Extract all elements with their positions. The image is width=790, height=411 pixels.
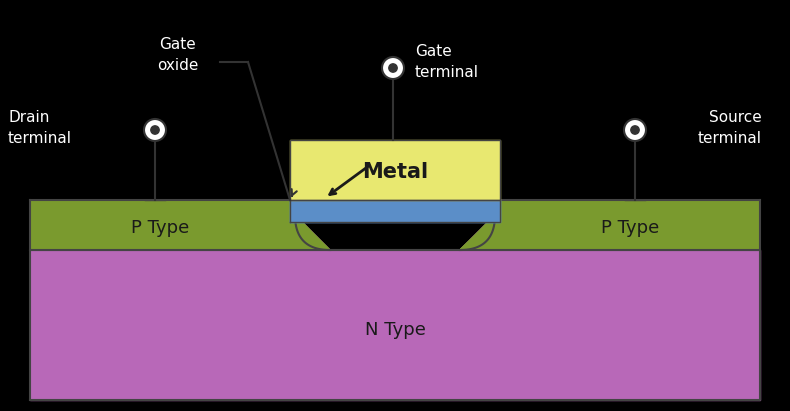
Polygon shape bbox=[295, 200, 495, 250]
Circle shape bbox=[389, 64, 397, 72]
Circle shape bbox=[382, 57, 404, 79]
Text: Source
terminal: Source terminal bbox=[698, 110, 762, 146]
Polygon shape bbox=[460, 200, 760, 250]
Text: P Type: P Type bbox=[131, 219, 189, 237]
Text: Drain
terminal: Drain terminal bbox=[8, 110, 72, 146]
Circle shape bbox=[631, 126, 639, 134]
Polygon shape bbox=[290, 200, 500, 222]
Polygon shape bbox=[30, 200, 330, 250]
Text: Gate
terminal: Gate terminal bbox=[415, 44, 479, 80]
Text: N Type: N Type bbox=[364, 321, 426, 339]
Circle shape bbox=[151, 126, 159, 134]
Text: P Type: P Type bbox=[601, 219, 659, 237]
Text: Gate
oxide: Gate oxide bbox=[157, 37, 199, 73]
Circle shape bbox=[144, 119, 166, 141]
Text: Metal: Metal bbox=[362, 162, 428, 182]
Polygon shape bbox=[290, 200, 500, 222]
Circle shape bbox=[624, 119, 646, 141]
Polygon shape bbox=[30, 250, 760, 400]
Polygon shape bbox=[290, 140, 500, 200]
